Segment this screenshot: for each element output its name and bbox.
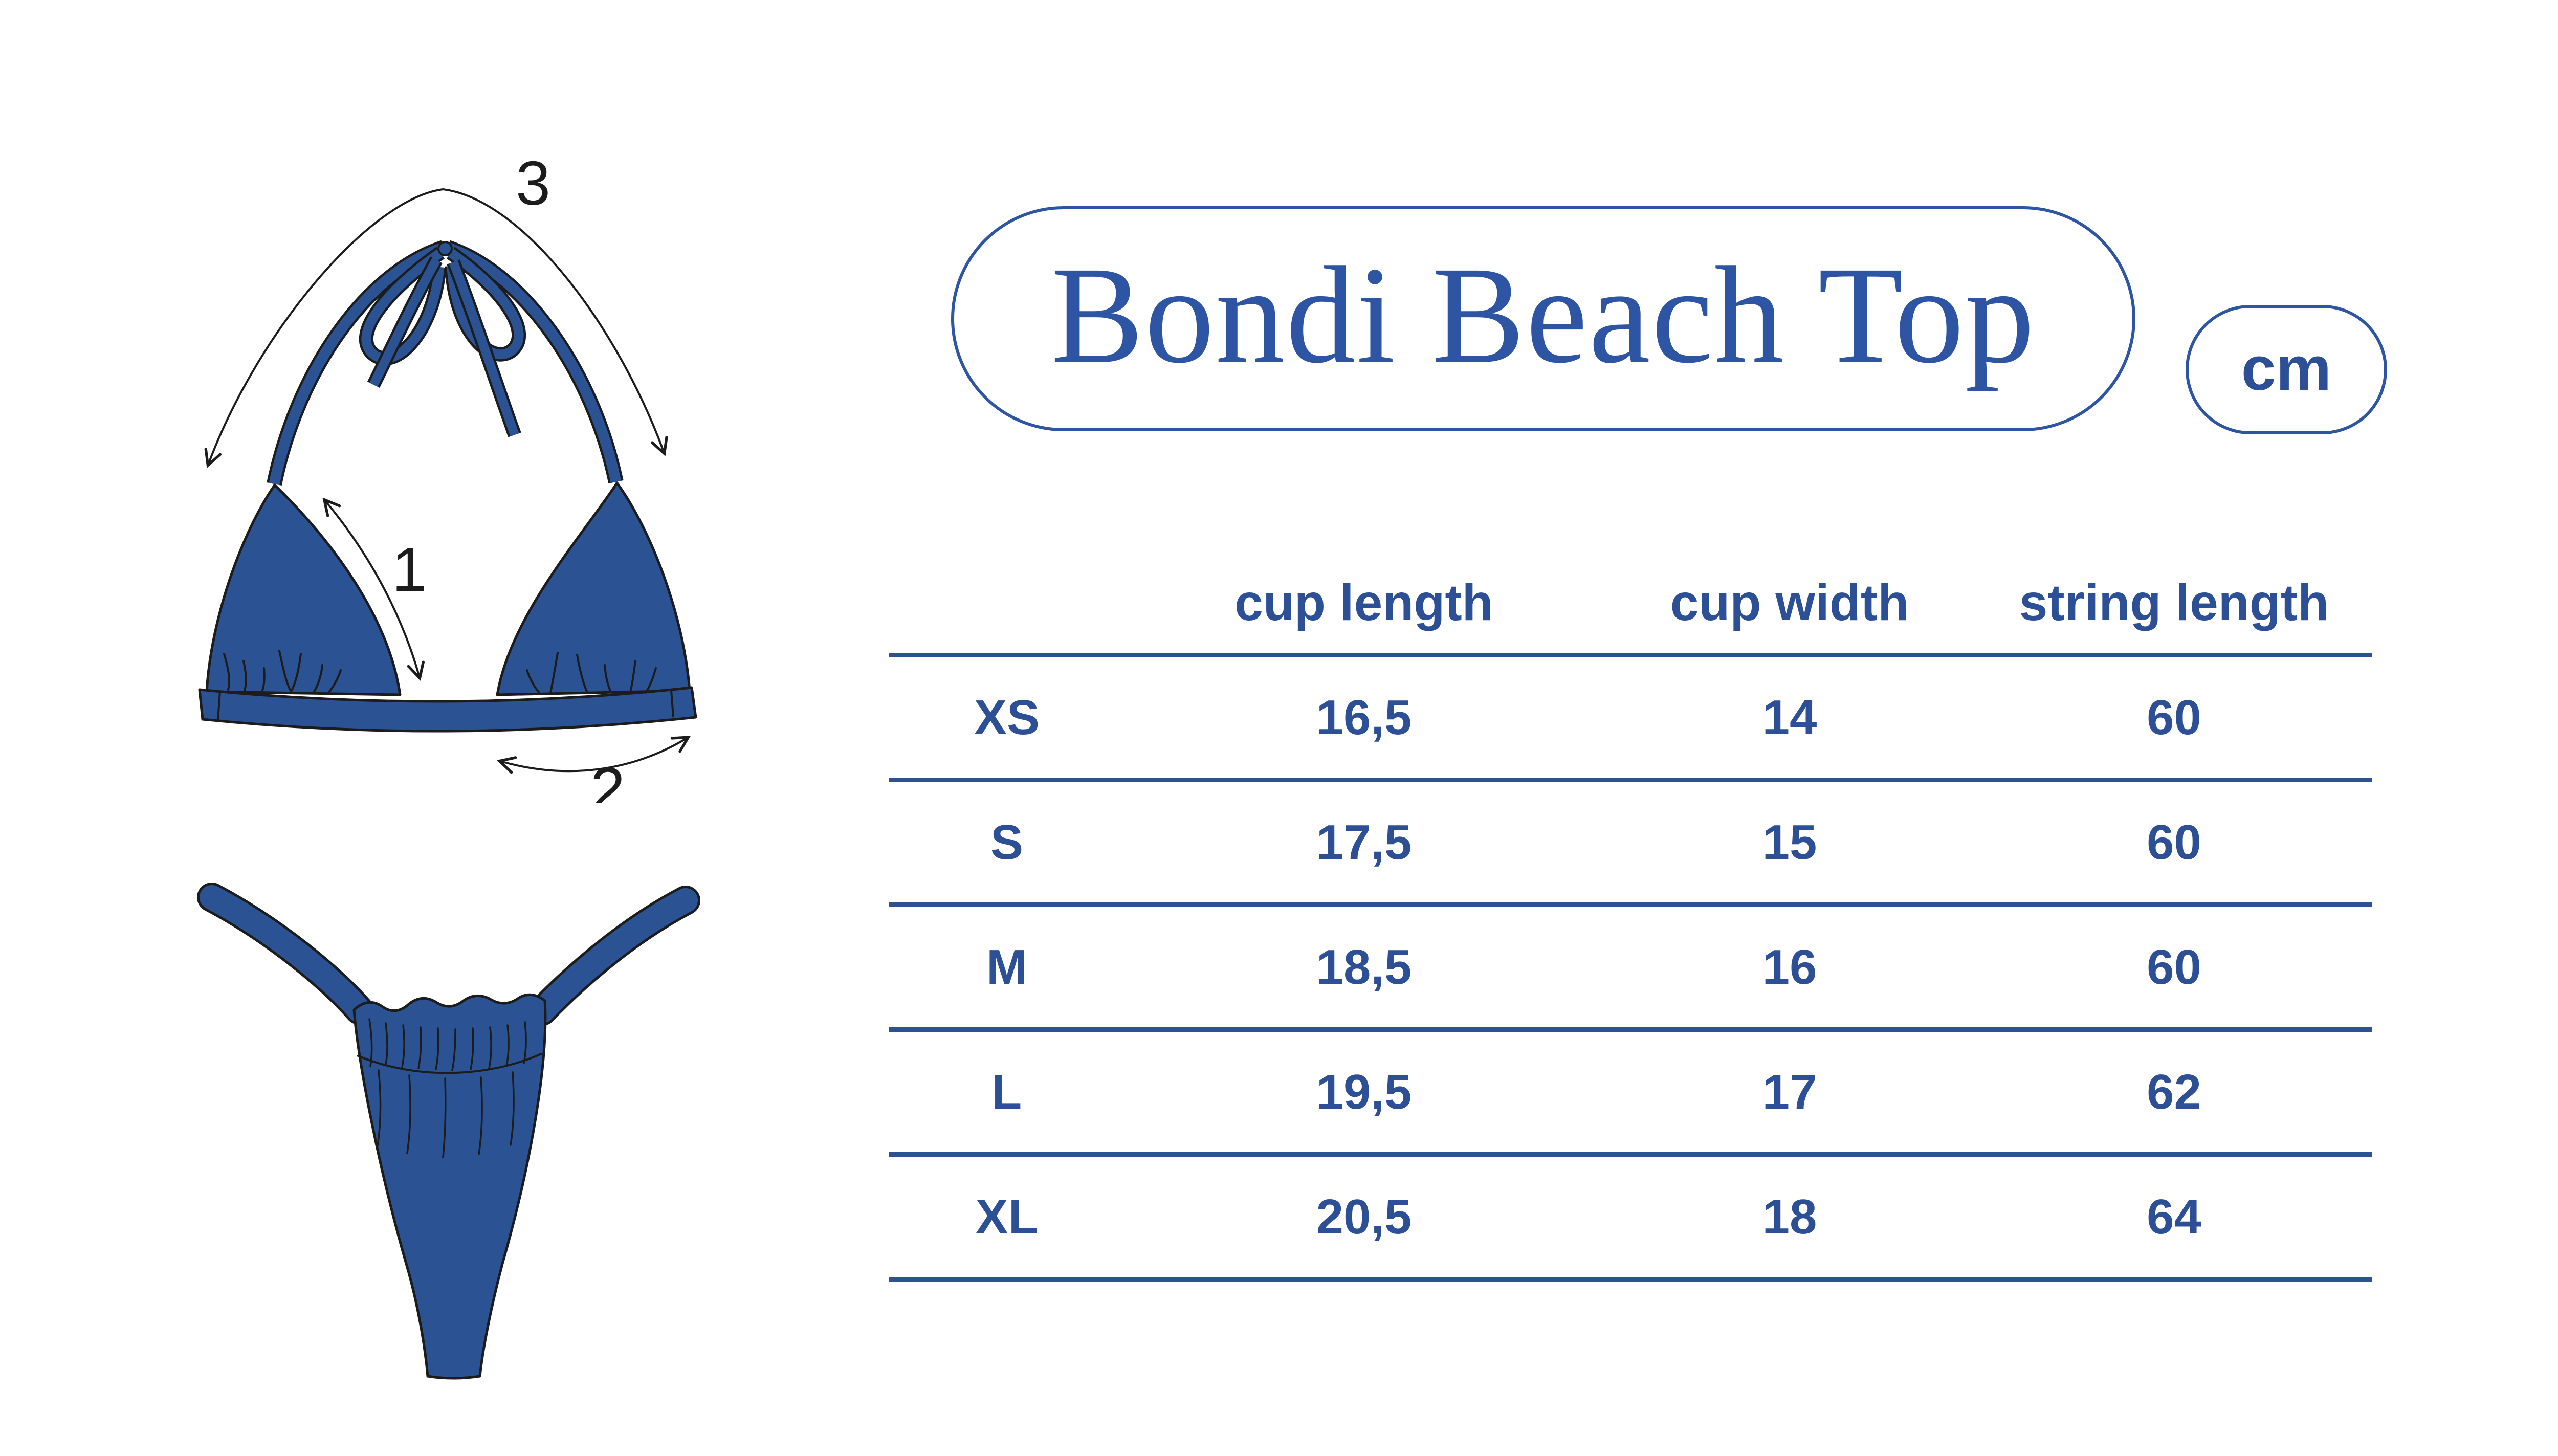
table-row: L 19,5 17 62: [889, 1032, 2372, 1157]
string-length-value: 62: [2147, 1064, 2201, 1119]
halter-straps: [267, 240, 624, 486]
thong-body: [352, 993, 547, 1380]
corner-spacer: [889, 553, 1124, 653]
bow: [359, 241, 526, 437]
bikini-bottom-diagram: [197, 883, 700, 1380]
measure-label-1: 1: [392, 535, 427, 604]
cup-length-value: 18,5: [1316, 939, 1412, 995]
cup-length-value: 20,5: [1316, 1189, 1412, 1244]
measure-label-2: 2: [590, 755, 625, 803]
product-title-badge: Bondi Beach Top: [951, 206, 2135, 431]
unit-badge: cm: [2186, 305, 2387, 434]
string-length-value: 60: [2147, 939, 2201, 995]
string-length-value: 64: [2147, 1189, 2201, 1244]
measure-label-3: 3: [516, 148, 550, 218]
cup-length-arrow: [325, 500, 420, 677]
cup-width-value: 16: [1762, 939, 1817, 995]
string-length-arrow: [208, 188, 664, 465]
size-label-xs: XS: [974, 690, 1040, 745]
left-cup: [205, 483, 402, 696]
string-length-value: 60: [2147, 814, 2201, 870]
cup-length-value: 17,5: [1316, 814, 1412, 870]
underband: [198, 686, 697, 733]
size-table: cup length cup width string length XS 16…: [889, 553, 2372, 1282]
cup-length-value: 16,5: [1316, 690, 1412, 745]
product-title: Bondi Beach Top: [1051, 238, 2036, 392]
table-row: XL 20,5 18 64: [889, 1157, 2372, 1282]
col-header-cup-width: cup width: [1670, 574, 1909, 631]
cup-gathers: [223, 650, 657, 694]
right-cup: [496, 481, 691, 696]
cup-length-value: 19,5: [1316, 1064, 1412, 1119]
bottom-straps: [197, 883, 700, 1026]
cup-width-value: 18: [1762, 1189, 1817, 1244]
cup-width-value: 14: [1762, 690, 1817, 745]
cup-width-value: 15: [1762, 814, 1817, 870]
table-header-row: cup length cup width string length: [889, 553, 2372, 657]
size-label-m: M: [986, 939, 1027, 995]
bikini-top-diagram: 1 2 3: [198, 148, 697, 803]
thong-gathers: [357, 1018, 542, 1158]
size-label-l: L: [991, 1064, 1022, 1119]
cup-width-arrow: [500, 738, 688, 771]
unit-label: cm: [2241, 333, 2332, 403]
table-row: M 18,5 16 60: [889, 907, 2372, 1032]
bow-knot: [437, 241, 453, 256]
col-header-string-length: string length: [2019, 574, 2329, 631]
col-header-cup-length: cup length: [1234, 574, 1493, 631]
cup-width-value: 17: [1762, 1064, 1817, 1119]
size-label-s: S: [990, 814, 1024, 870]
string-length-value: 60: [2147, 690, 2201, 745]
size-label-xl: XL: [975, 1189, 1039, 1244]
table-row: XS 16,5 14 60: [889, 657, 2372, 782]
table-row: S 17,5 15 60: [889, 782, 2372, 907]
